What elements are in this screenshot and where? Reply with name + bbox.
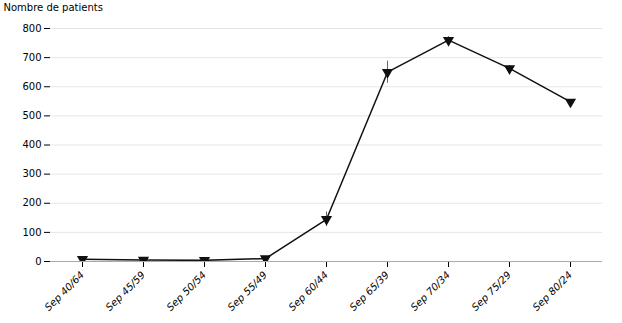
- svg-text:Nombre de patients: Nombre de patients: [4, 2, 103, 13]
- svg-text:400: 400: [22, 139, 41, 150]
- svg-text:Sep 80/24: Sep 80/24: [530, 269, 574, 313]
- svg-text:Sep 55/49: Sep 55/49: [225, 269, 269, 313]
- svg-text:200: 200: [22, 197, 41, 208]
- svg-text:Sep 70/34: Sep 70/34: [408, 269, 452, 313]
- svg-text:600: 600: [22, 81, 41, 92]
- svg-text:Sep 65/39: Sep 65/39: [347, 269, 391, 313]
- svg-text:700: 700: [22, 52, 41, 63]
- svg-text:300: 300: [22, 168, 41, 179]
- svg-text:800: 800: [22, 23, 41, 34]
- svg-text:100: 100: [22, 227, 41, 238]
- svg-text:Sep 45/59: Sep 45/59: [103, 269, 147, 313]
- svg-text:Sep 60/44: Sep 60/44: [286, 269, 330, 313]
- svg-text:Sep 40/64: Sep 40/64: [42, 269, 86, 313]
- svg-text:0: 0: [35, 256, 41, 267]
- svg-text:Sep 50/54: Sep 50/54: [164, 269, 208, 313]
- svg-text:500: 500: [22, 110, 41, 121]
- svg-text:Sep 75/29: Sep 75/29: [469, 269, 513, 313]
